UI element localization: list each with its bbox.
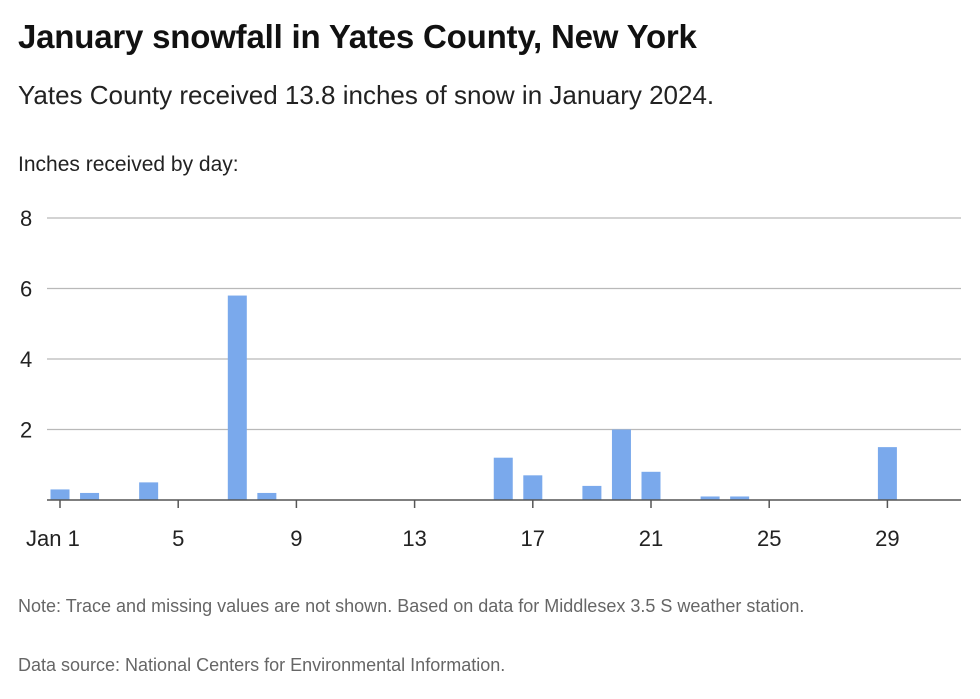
y-tick-label: 4 (20, 347, 32, 372)
bar (523, 475, 543, 500)
x-tick-label: 13 (402, 526, 426, 551)
bar (877, 447, 897, 500)
bar (582, 485, 602, 500)
y-tick-label: 2 (20, 418, 32, 443)
bar (700, 496, 720, 500)
bar (227, 295, 247, 500)
y-tick-label: 8 (20, 206, 32, 231)
chart-subtitle: Yates County received 13.8 inches of sno… (18, 80, 715, 110)
bar (257, 492, 277, 500)
chart-note: Note: Trace and missing values are not s… (18, 596, 805, 616)
x-tick-label: 9 (290, 526, 302, 551)
snowfall-bar-chart: 2 4 6 8 Jan 1 5 9 13 17 21 25 29 (20, 206, 961, 551)
bar (50, 489, 70, 500)
bar (139, 482, 159, 500)
y-axis-caption: Inches received by day: (18, 153, 239, 176)
bar (730, 496, 750, 500)
x-tick-label: 5 (172, 526, 184, 551)
bar (493, 457, 513, 500)
bars (50, 295, 897, 500)
bar (641, 471, 661, 500)
grid-lines (47, 217, 961, 431)
bar (80, 492, 100, 500)
y-tick-label: 6 (20, 277, 32, 302)
x-tick-label: 25 (757, 526, 781, 551)
chart-title: January snowfall in Yates County, New Yo… (18, 18, 697, 55)
x-tick-label: Jan 1 (26, 526, 80, 551)
x-tick-label: 21 (639, 526, 663, 551)
bar (611, 429, 631, 500)
tick-labels: 2 4 6 8 Jan 1 5 9 13 17 21 25 29 (20, 206, 900, 551)
x-tick-label: 17 (521, 526, 545, 551)
x-axis (47, 499, 961, 508)
data-source: Data source: National Centers for Enviro… (18, 655, 506, 675)
x-tick-label: 29 (875, 526, 899, 551)
